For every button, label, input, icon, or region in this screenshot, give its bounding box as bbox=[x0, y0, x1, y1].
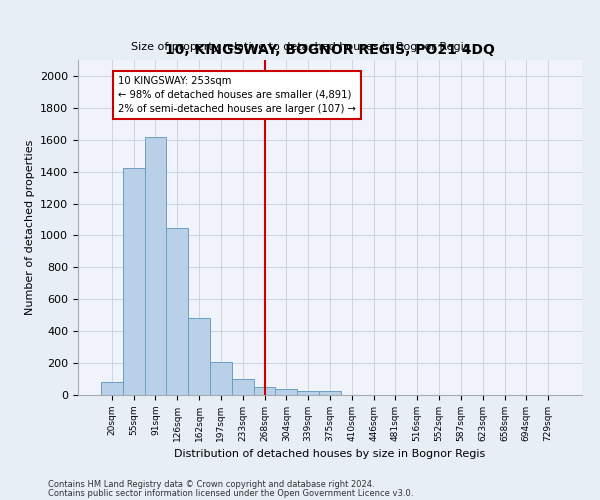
Bar bbox=[145, 136, 166, 395]
Bar bbox=[232, 379, 254, 395]
Text: Contains public sector information licensed under the Open Government Licence v3: Contains public sector information licen… bbox=[48, 489, 413, 498]
Bar bbox=[188, 318, 210, 395]
Bar bbox=[210, 362, 232, 395]
Bar bbox=[254, 387, 275, 395]
Y-axis label: Number of detached properties: Number of detached properties bbox=[25, 140, 35, 315]
Bar bbox=[166, 228, 188, 395]
Text: Contains HM Land Registry data © Crown copyright and database right 2024.: Contains HM Land Registry data © Crown c… bbox=[48, 480, 374, 489]
Title: 10, KINGSWAY, BOGNOR REGIS, PO21 4DQ: 10, KINGSWAY, BOGNOR REGIS, PO21 4DQ bbox=[165, 44, 495, 58]
X-axis label: Distribution of detached houses by size in Bognor Regis: Distribution of detached houses by size … bbox=[175, 450, 485, 460]
Bar bbox=[297, 391, 319, 395]
Bar bbox=[275, 388, 297, 395]
Text: 10 KINGSWAY: 253sqm
← 98% of detached houses are smaller (4,891)
2% of semi-deta: 10 KINGSWAY: 253sqm ← 98% of detached ho… bbox=[118, 76, 356, 114]
Text: Size of property relative to detached houses in Bognor Regis: Size of property relative to detached ho… bbox=[131, 42, 469, 52]
Bar bbox=[123, 168, 145, 395]
Bar bbox=[319, 391, 341, 395]
Bar bbox=[101, 382, 123, 395]
